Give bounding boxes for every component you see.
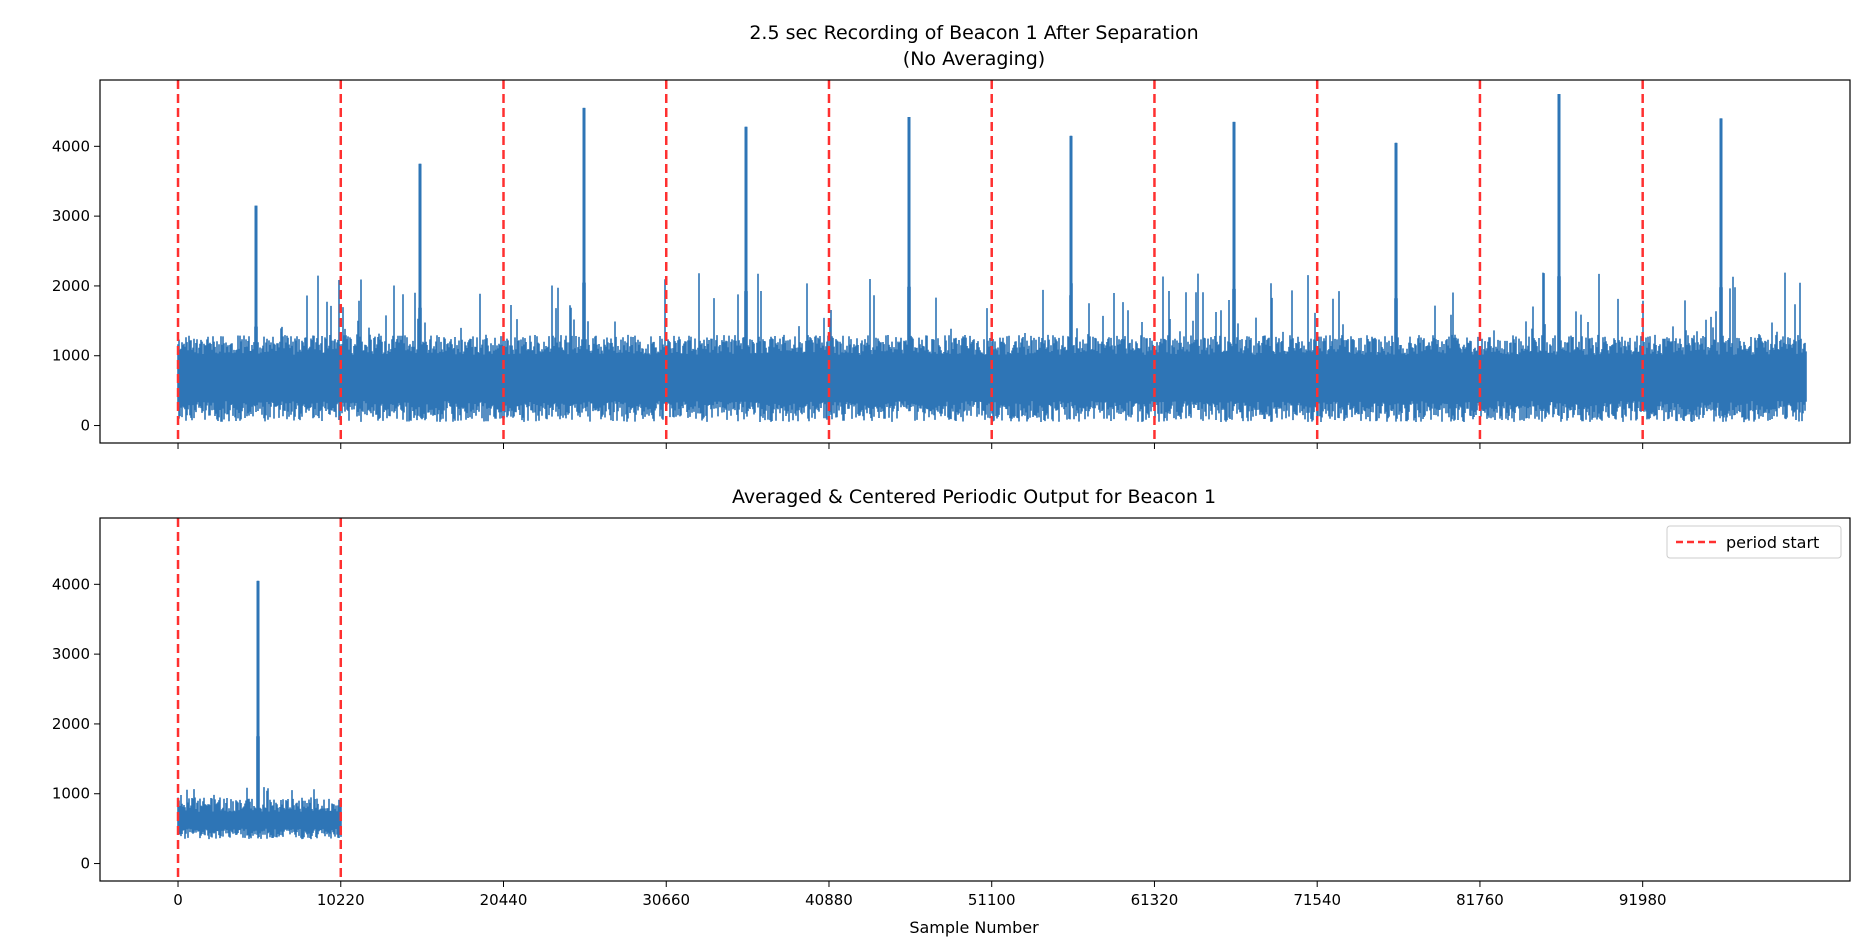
bottom-x-tick-label: 61320 bbox=[1131, 891, 1179, 909]
bottom-chart-title: Averaged & Centered Periodic Output for … bbox=[732, 486, 1216, 508]
bottom-period-lines bbox=[176, 518, 343, 881]
x-axis-label: Sample Number bbox=[909, 918, 1039, 937]
bottom-x-tick-label: 71540 bbox=[1293, 891, 1341, 909]
bottom-x-tick-label: 20440 bbox=[480, 891, 528, 909]
top-y-tick-label: 0 bbox=[80, 417, 90, 435]
top-chart-subtitle: (No Averaging) bbox=[903, 48, 1045, 70]
top-x-axis bbox=[177, 443, 1644, 449]
bottom-y-axis: 0 1000 2000 3000 4000 bbox=[52, 575, 100, 873]
top-chart-title: 2.5 sec Recording of Beacon 1 After Sepa… bbox=[749, 22, 1198, 44]
top-y-tick-label: 1000 bbox=[52, 347, 90, 365]
bottom-y-tick-label: 0 bbox=[80, 855, 90, 873]
top-chart: 2.5 sec Recording of Beacon 1 After Sepa… bbox=[52, 22, 1851, 449]
bottom-y-tick-label: 2000 bbox=[52, 715, 90, 733]
top-period-lines bbox=[176, 80, 1644, 443]
bottom-x-tick-label: 40880 bbox=[805, 891, 853, 909]
bottom-x-tick-label: 30660 bbox=[642, 891, 690, 909]
bottom-plot-area bbox=[177, 580, 342, 840]
bottom-x-tick-label: 0 bbox=[173, 891, 183, 909]
legend: period start bbox=[1666, 525, 1842, 559]
bottom-axes-frame bbox=[99, 517, 1851, 882]
legend-label-period-start: period start bbox=[1726, 533, 1819, 552]
bottom-x-axis: 0 10220 20440 30660 40880 51100 61320 71540 8176… bbox=[173, 881, 1667, 909]
top-y-tick-label: 4000 bbox=[52, 137, 90, 155]
bottom-y-tick-label: 3000 bbox=[52, 645, 90, 663]
bottom-x-tick-label: 51100 bbox=[968, 891, 1016, 909]
bottom-y-tick-label: 4000 bbox=[52, 575, 90, 593]
bottom-chart: Averaged & Centered Periodic Output for … bbox=[52, 486, 1851, 937]
bottom-x-tick-label: 81760 bbox=[1456, 891, 1504, 909]
top-y-axis: 0 1000 2000 3000 4000 bbox=[52, 137, 100, 435]
top-axes-frame bbox=[99, 79, 1851, 444]
bottom-x-tick-label: 10220 bbox=[317, 891, 365, 909]
top-y-tick-label: 3000 bbox=[52, 207, 90, 225]
legend-box bbox=[1666, 525, 1842, 559]
top-y-tick-label: 2000 bbox=[52, 277, 90, 295]
bottom-x-tick-label: 91980 bbox=[1619, 891, 1667, 909]
bottom-y-tick-label: 1000 bbox=[52, 785, 90, 803]
top-plot-area bbox=[177, 93, 1807, 423]
